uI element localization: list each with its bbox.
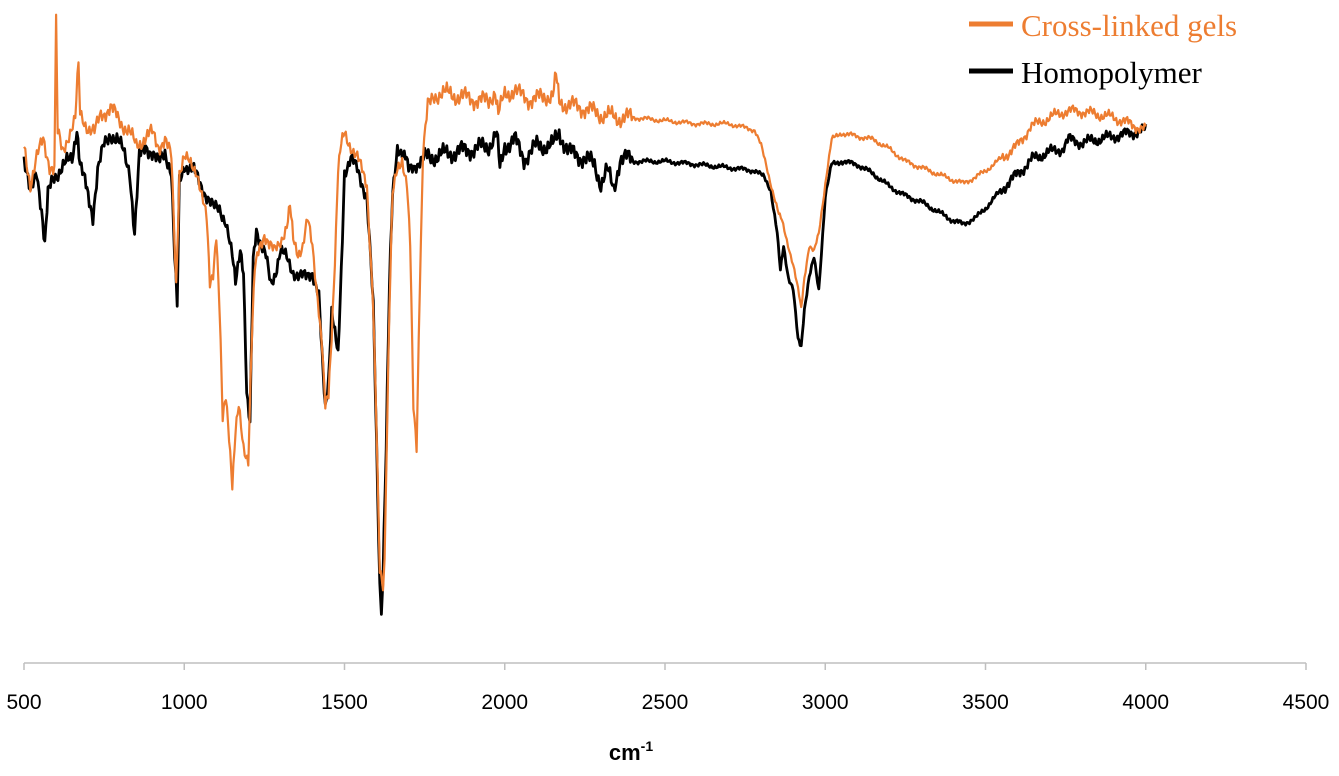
x-axis-ticks bbox=[23, 663, 1307, 670]
x-axis-title: cm-1 bbox=[609, 738, 653, 765]
x-tick-label: 1500 bbox=[321, 691, 368, 714]
legend-label: Homopolymer bbox=[1021, 55, 1202, 90]
x-tick-label: 3000 bbox=[802, 691, 849, 714]
plot-series-group bbox=[22, 13, 1148, 616]
x-tick-label: 2500 bbox=[642, 691, 689, 714]
x-axis-title-superscript: -1 bbox=[641, 738, 654, 754]
series-line-homopolymer bbox=[22, 123, 1148, 616]
x-tick-label: 4000 bbox=[1122, 691, 1169, 714]
series-line-cross-linked-gels bbox=[23, 13, 1147, 592]
legend: Cross-linked gels Homopolymer bbox=[969, 8, 1237, 90]
x-tick-label: 4500 bbox=[1283, 691, 1330, 714]
x-tick-label: 2000 bbox=[481, 691, 528, 714]
x-tick-label: 500 bbox=[6, 691, 41, 714]
x-axis-tick-labels: 500 1000 1500 2000 2500 3000 3500 4000 4500 bbox=[6, 691, 1329, 714]
x-tick-label: 3500 bbox=[962, 691, 1009, 714]
x-axis-title-text: cm bbox=[609, 740, 641, 765]
legend-label: Cross-linked gels bbox=[1021, 8, 1237, 43]
x-tick-label: 1000 bbox=[161, 691, 208, 714]
